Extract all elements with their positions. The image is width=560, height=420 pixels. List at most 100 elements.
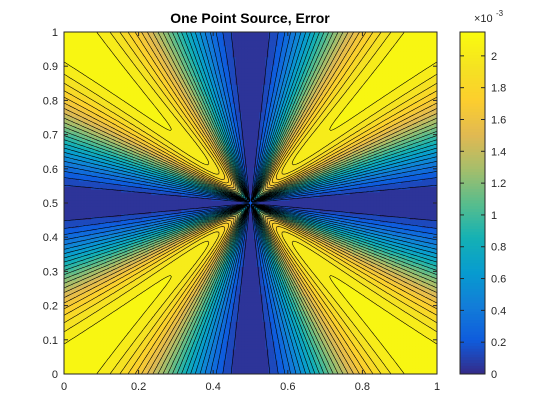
- contour-cell: [73, 186, 76, 189]
- contour-cell: [133, 316, 136, 319]
- contour-cell: [103, 283, 106, 286]
- contour-cell: [133, 335, 136, 338]
- contour-cell: [109, 40, 112, 43]
- contour-cell: [82, 200, 85, 203]
- contour-cell: [106, 291, 109, 294]
- contour-cell: [88, 360, 91, 363]
- contour-cell: [124, 305, 127, 308]
- contour-cell: [97, 49, 100, 52]
- contour-cell: [112, 95, 115, 98]
- contour-cell: [157, 192, 160, 195]
- contour-cell: [73, 206, 76, 209]
- contour-cell: [124, 357, 127, 360]
- contour-cell: [169, 60, 172, 63]
- contour-cell: [103, 90, 106, 93]
- contour-cell: [67, 35, 70, 38]
- contour-cell: [76, 84, 79, 87]
- contour-cell: [76, 186, 79, 189]
- contour-cell: [100, 338, 103, 341]
- contour-cell: [91, 225, 94, 228]
- contour-cell: [121, 87, 124, 90]
- contour-cell: [124, 203, 127, 206]
- contour-cell: [127, 313, 130, 316]
- contour-cell: [112, 302, 115, 305]
- contour-cell: [88, 203, 91, 206]
- contour-cell: [94, 46, 97, 49]
- contour-cell: [76, 76, 79, 79]
- contour-cell: [130, 302, 133, 305]
- contour-cell: [85, 43, 88, 46]
- contour-cell: [64, 355, 67, 358]
- contour-cell: [106, 211, 109, 214]
- contour-cell: [103, 333, 106, 336]
- contour-cell: [79, 49, 82, 52]
- contour-cell: [151, 311, 154, 314]
- contour-cell: [82, 162, 85, 165]
- contour-cell: [94, 308, 97, 311]
- contour-cell: [97, 38, 100, 41]
- contour-cell: [73, 104, 76, 107]
- contour-cell: [130, 335, 133, 338]
- contour-cell: [85, 195, 88, 198]
- contour-cell: [139, 68, 142, 71]
- contour-cell: [76, 355, 79, 358]
- contour-cell: [106, 51, 109, 54]
- contour-cell: [109, 71, 112, 74]
- contour-cell: [175, 275, 178, 278]
- contour-cell: [73, 338, 76, 341]
- contour-cell: [109, 106, 112, 109]
- contour-cell: [118, 300, 121, 303]
- contour-cell: [112, 71, 115, 74]
- contour-cell: [145, 35, 148, 38]
- contour-cell: [151, 118, 154, 121]
- contour-cell: [118, 316, 121, 319]
- contour-cell: [121, 68, 124, 71]
- contour-cell: [118, 71, 121, 74]
- contour-cell: [88, 335, 91, 338]
- contour-cell: [178, 137, 181, 140]
- contour-cell: [130, 357, 133, 360]
- contour-cell: [82, 57, 85, 60]
- contour-cell: [115, 46, 118, 49]
- contour-cell: [130, 87, 133, 90]
- contour-cell: [148, 206, 151, 209]
- contour-cell: [94, 40, 97, 43]
- contour-cell: [127, 49, 130, 52]
- contour-cell: [142, 109, 145, 112]
- contour-cell: [82, 76, 85, 79]
- contour-cell: [73, 327, 76, 330]
- contour-cell: [112, 101, 115, 104]
- contour-cell: [121, 82, 124, 85]
- contour-cell: [100, 206, 103, 209]
- contour-cell: [94, 349, 97, 352]
- contour-cell: [100, 349, 103, 352]
- contour-cell: [82, 35, 85, 38]
- contour-cell: [67, 181, 70, 184]
- contour-cell: [175, 134, 178, 137]
- contour-cell: [169, 305, 172, 308]
- contour-cell: [79, 335, 82, 338]
- contour-cell: [103, 54, 106, 57]
- contour-cell: [136, 327, 139, 330]
- contour-cell: [94, 57, 97, 60]
- contour-cell: [154, 302, 157, 305]
- contour-cell: [148, 76, 151, 79]
- contour-cell: [148, 79, 151, 82]
- contour-cell: [172, 126, 175, 129]
- contour-cell: [82, 46, 85, 49]
- contour-cell: [157, 112, 160, 115]
- contour-cell: [70, 54, 73, 57]
- contour-cell: [148, 200, 151, 203]
- contour-cell: [79, 84, 82, 87]
- contour-cell: [91, 211, 94, 214]
- contour-cell: [133, 112, 136, 115]
- contour-cell: [178, 200, 181, 203]
- contour-cell: [103, 197, 106, 200]
- contour-cell: [157, 275, 160, 278]
- contour-cell: [166, 206, 169, 209]
- contour-cell: [73, 93, 76, 96]
- contour-cell: [82, 109, 85, 112]
- contour-cell: [76, 346, 79, 349]
- contour-cell: [85, 167, 88, 170]
- contour-cell: [127, 90, 130, 93]
